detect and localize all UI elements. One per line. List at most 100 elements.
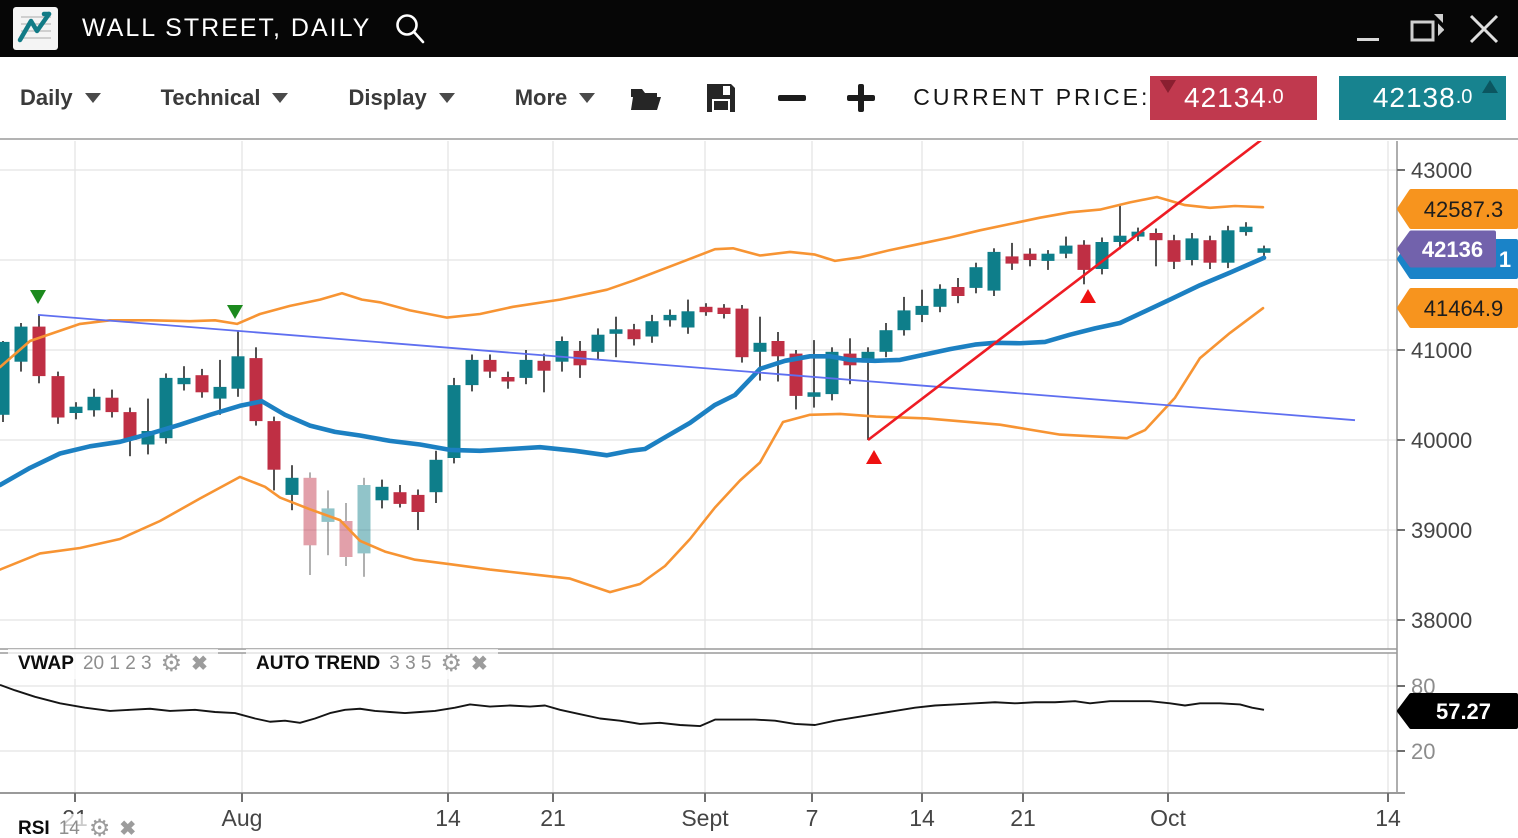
indicator-label-autotrend: AUTO TREND 3 3 5 ⚙ ✖: [246, 649, 498, 679]
menu-technical[interactable]: Technical: [161, 85, 289, 111]
candle: [699, 303, 713, 316]
candle: [681, 299, 695, 334]
vwap-params: 20 1 2 3: [82, 653, 152, 674]
vwap-remove-icon[interactable]: ✖: [191, 653, 208, 675]
price-tag-value: 42136: [1422, 237, 1483, 262]
candle: [123, 407, 137, 457]
trendline-ascending[interactable]: [867, 140, 1263, 442]
vwap-name: VWAP: [18, 653, 74, 674]
buy-price-button[interactable]: 42138.0: [1339, 75, 1506, 120]
candle: [987, 248, 1001, 296]
candle: [1221, 225, 1235, 269]
price-tag-value: 41464.9: [1424, 296, 1504, 321]
app-logo-icon: [13, 7, 58, 50]
candle: [321, 490, 335, 556]
panel-separator[interactable]: [0, 649, 1397, 653]
candle: [105, 389, 119, 418]
candle: [375, 479, 389, 509]
candle: [1149, 228, 1163, 267]
x-axis-label: Oct: [1150, 805, 1186, 831]
candle: [393, 485, 407, 508]
candle: [897, 296, 911, 336]
window-controls: [1350, 11, 1502, 47]
chevron-down-icon: [84, 92, 101, 103]
candle: [1167, 234, 1181, 269]
candle: [1185, 233, 1199, 266]
candle: [267, 416, 281, 491]
rsi-params: 14: [58, 818, 80, 838]
candle: [411, 489, 425, 530]
autotrend-remove-icon[interactable]: ✖: [471, 653, 488, 675]
price-tag-value: 1: [1499, 247, 1511, 272]
sell-price-decimal: .0: [1266, 86, 1284, 108]
trendline-descending[interactable]: [37, 314, 1356, 422]
buy-signal-icon: [1080, 289, 1096, 303]
price-chart-canvas[interactable]: 4300041000400003900038000802021Aug1421Se…: [0, 140, 1518, 838]
search-icon[interactable]: [393, 11, 427, 47]
candle: [357, 477, 371, 577]
candle: [303, 472, 317, 575]
y-axis-label: 43000: [1411, 158, 1472, 183]
candle: [915, 289, 929, 323]
candle: [465, 354, 479, 392]
candle: [1059, 236, 1073, 259]
sell-signal-icon: [227, 305, 243, 319]
vwap-settings-gear-icon[interactable]: ⚙: [160, 650, 183, 677]
zoom-in-icon[interactable]: [845, 82, 877, 114]
candle: [591, 328, 605, 359]
save-icon[interactable]: [705, 82, 737, 114]
candle: [1095, 237, 1109, 275]
candle: [1257, 245, 1271, 258]
minimize-button[interactable]: [1350, 11, 1386, 47]
candle: [951, 278, 965, 304]
autotrend-name: AUTO TREND: [256, 653, 381, 674]
candle: [1113, 206, 1127, 250]
open-folder-icon[interactable]: [629, 83, 665, 113]
close-button[interactable]: [1466, 11, 1502, 47]
candle: [177, 366, 191, 391]
price-tag: [1397, 288, 1518, 328]
candle: [807, 340, 821, 408]
candle: [1203, 235, 1217, 269]
candle: [69, 402, 83, 420]
price-down-arrow-icon: [1160, 79, 1177, 93]
menu-daily[interactable]: Daily: [20, 85, 101, 111]
candle: [627, 323, 641, 346]
menu-display[interactable]: Display: [348, 85, 455, 111]
chevron-down-icon: [272, 92, 289, 103]
x-axis-label: 7: [806, 805, 819, 831]
candle: [1077, 240, 1091, 285]
menu-more[interactable]: More: [515, 85, 596, 111]
candle: [735, 305, 749, 363]
price-tag-value: 42587.3: [1424, 197, 1504, 222]
rsi-remove-icon[interactable]: ✖: [119, 818, 137, 838]
rsi-settings-gear-icon[interactable]: ⚙: [88, 815, 111, 838]
candle: [1239, 222, 1253, 236]
price-up-arrow-icon: [1482, 79, 1498, 93]
autotrend-settings-gear-icon[interactable]: ⚙: [440, 650, 462, 677]
bollinger-lower-band: [0, 306, 1265, 594]
zoom-out-icon[interactable]: [777, 83, 807, 113]
price-tag: [1397, 693, 1518, 729]
candle: [0, 341, 10, 422]
candle: [555, 336, 569, 372]
chevron-down-icon: [579, 92, 596, 103]
candle: [249, 347, 263, 426]
rsi-line: [0, 684, 1265, 728]
sell-signal-icon: [30, 290, 46, 304]
window-title: WALL STREET, DAILY: [82, 14, 372, 42]
candle: [87, 388, 101, 417]
autotrend-params: 3 3 5: [389, 653, 432, 674]
candle: [519, 350, 533, 385]
candle: [1041, 250, 1055, 270]
candle: [195, 368, 209, 398]
candle: [1023, 248, 1037, 267]
x-axis-label: Aug: [222, 805, 263, 831]
candle: [51, 371, 65, 424]
chevron-down-icon: [438, 92, 455, 103]
menu-more-label: More: [514, 84, 568, 110]
sell-price-button[interactable]: 42134.0: [1150, 75, 1318, 120]
x-axis-label: 14: [909, 805, 935, 831]
popout-button[interactable]: [1408, 11, 1444, 47]
